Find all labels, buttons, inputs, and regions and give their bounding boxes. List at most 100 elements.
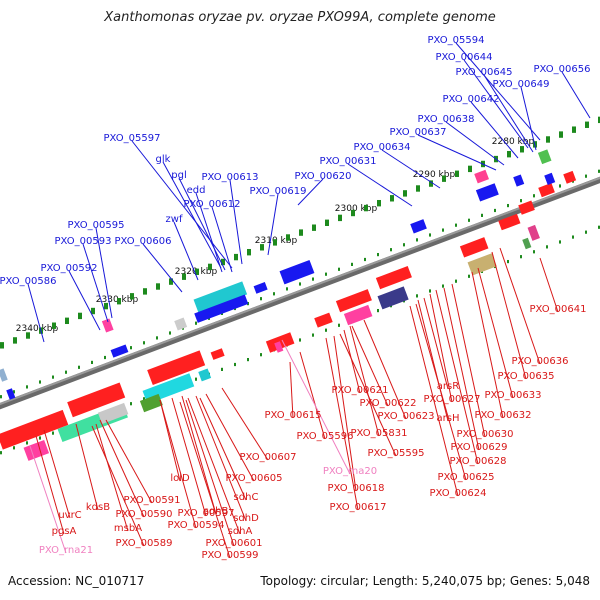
gene-box [139, 393, 163, 413]
leader-line [43, 429, 71, 519]
top-gene-label: pgl [171, 170, 186, 181]
bottom-gene-label: sdhD [233, 513, 259, 524]
scale-dot [520, 146, 524, 153]
label-leader-lines [27, 42, 591, 559]
leader-line [195, 192, 223, 273]
top-gene-label: PXO_00644 [436, 52, 493, 63]
gene-box [522, 237, 532, 250]
scale-dot [104, 355, 106, 360]
gene-box [97, 402, 129, 425]
gene-arrow [0, 409, 69, 450]
scale-dot [286, 287, 288, 291]
top-gene-label: PXO_00645 [456, 67, 513, 78]
top-gene-label: PXO_00612 [184, 199, 241, 210]
leader-line [339, 333, 397, 457]
gene-arrow [314, 312, 333, 328]
leader-line [162, 161, 222, 269]
leader-line [499, 247, 541, 365]
gene-box [174, 317, 188, 331]
leader-line [95, 227, 113, 319]
scale-dot [598, 225, 600, 229]
scale-dot [455, 170, 459, 177]
leader-line [29, 445, 67, 554]
scale-tick-label: 2300 kbp [335, 204, 378, 214]
scale-dot [494, 208, 496, 213]
leader-line [520, 86, 537, 151]
scale-dot [442, 228, 444, 232]
scale-dot [247, 248, 251, 256]
bottom-gene-label: PXO_00591 [124, 495, 181, 506]
bottom-gene-label: PXO_00605 [226, 473, 283, 484]
bottom-gene-label: PXO_05831 [351, 428, 408, 439]
gene-box [0, 368, 8, 382]
scale-dot [52, 375, 54, 379]
leader-line [187, 397, 241, 535]
gene-arrow [6, 388, 16, 400]
genome-backbone-highlight [0, 176, 600, 406]
gene-arrow [210, 348, 225, 360]
scale-dot [416, 294, 418, 298]
bottom-gene-label: PXO_00627 [424, 394, 481, 405]
scale-dot [416, 238, 418, 242]
gene-box [274, 341, 284, 353]
scale-dot [0, 451, 2, 455]
gene-labels: PXO_05594 PXO_00644 PXO_00645 PXO_00656 PXO_… [0, 35, 590, 561]
bottom-gene-label: uvrC [58, 510, 81, 521]
scale-dot [338, 267, 340, 271]
scale-dot [455, 223, 457, 227]
scale-dot [0, 395, 2, 399]
bottom-gene-label: PXO_00632 [475, 410, 532, 421]
scale-dot [546, 136, 550, 143]
scale-dot [442, 175, 446, 182]
bottom-gene-label: PXO_00635 [498, 371, 555, 382]
gene-arrow [279, 259, 315, 285]
leader-line [95, 423, 129, 532]
top-gene-label: PXO_00638 [418, 114, 475, 125]
leader-line [343, 329, 361, 394]
scale-dot [221, 258, 225, 266]
leader-line [68, 270, 101, 331]
scale-dot [598, 169, 600, 173]
top-gene-label: PXO_00613 [202, 172, 259, 183]
gene-box [343, 304, 373, 326]
leader-line [381, 149, 441, 189]
leader-line [289, 361, 294, 419]
gene-box [527, 224, 540, 241]
scale-dot [26, 385, 28, 389]
scale-dot [585, 121, 589, 128]
gene-arrow [253, 282, 268, 294]
bottom-gene-label: PXO_00624 [430, 488, 487, 499]
top-gene-label: PXO_00620 [295, 171, 352, 182]
scale-dot [325, 219, 329, 226]
scale-dot [377, 199, 381, 207]
leader-line [539, 257, 559, 313]
gene-arrow [518, 200, 535, 215]
leader-line [470, 101, 519, 159]
genome-backbone [0, 176, 600, 410]
scale-dot [39, 380, 41, 384]
leader-line [325, 337, 359, 511]
leader-line [185, 399, 235, 547]
scale-dot [234, 253, 238, 261]
leader-line [82, 243, 109, 323]
leader-line [221, 387, 269, 461]
scale-dot [247, 357, 249, 362]
scale-dot [299, 338, 301, 342]
scale-dot [390, 248, 392, 252]
scale-dot [208, 263, 212, 271]
scale-dot [117, 298, 121, 305]
bottom-gene-label: PXO_00628 [450, 456, 507, 467]
leader-line [347, 163, 413, 207]
topology-text: Topology: circular; Length: 5,240,075 bp… [260, 574, 590, 588]
scale-dot [156, 336, 158, 340]
scale-dot [13, 337, 17, 344]
leader-line [463, 59, 529, 149]
scale-dot [91, 360, 93, 365]
bottom-gene-label: sdhB [204, 506, 229, 517]
scale-dot [169, 278, 173, 285]
leader-line [142, 243, 183, 293]
scale-dot [221, 367, 223, 371]
leader-line [105, 419, 153, 504]
scale-dot [572, 235, 574, 239]
